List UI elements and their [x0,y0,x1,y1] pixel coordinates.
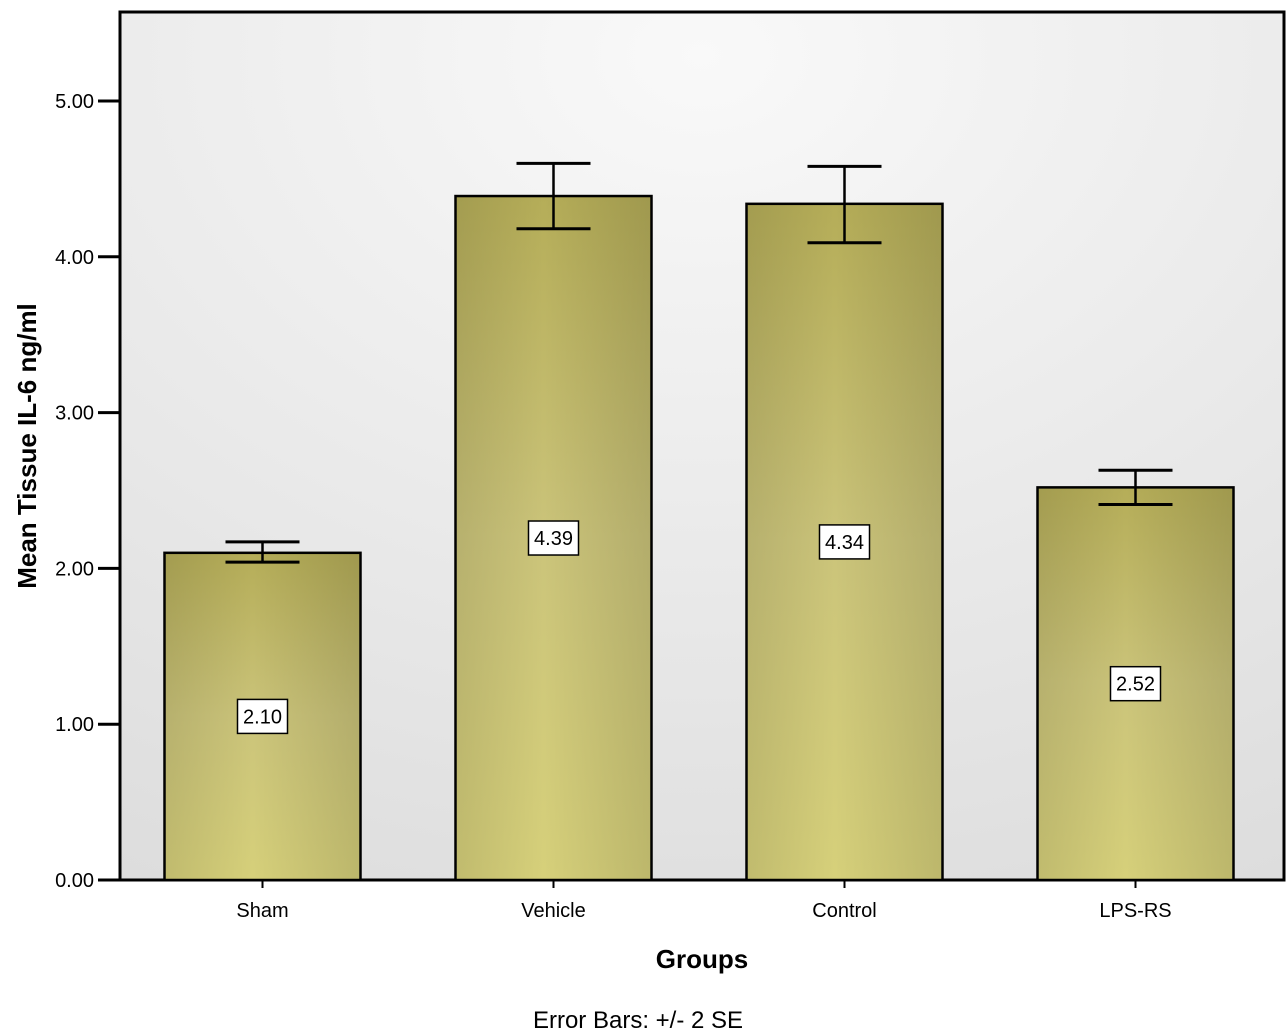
y-tick-label: 3.00 [55,403,94,425]
x-tick-label: Control [812,900,876,922]
data-label: 2.10 [243,706,282,728]
y-tick-label: 1.00 [55,714,94,736]
y-tick-label: 4.00 [55,247,94,269]
x-tick-label: Sham [236,900,288,922]
data-label-box [1109,665,1162,702]
y-axis-title: Mean Tissue IL-6 ng/ml [12,303,42,589]
error-bars-note: Error Bars: +/- 2 SE [533,1007,743,1034]
y-axis: 0.00 1.00 2.00 3.00 4.00 5.00 [55,91,120,892]
x-axis: Sham Vehicle Control LPS-RS [236,880,1172,922]
x-tick-label: LPS-RS [1099,900,1171,922]
y-tick-label: 0.00 [55,870,94,892]
y-tick-label: 2.00 [55,558,94,580]
data-label-box [818,524,871,560]
x-axis-title: Groups [656,944,748,974]
y-tick-label: 5.00 [55,91,94,113]
data-label: 4.39 [534,528,573,550]
data-label-box [236,698,289,735]
data-label-box [527,520,580,556]
bars: 2.10 4.39 4.34 2.52 [163,161,1235,882]
data-label: 4.34 [825,532,864,554]
data-label: 2.52 [1116,674,1155,696]
x-tick-label: Vehicle [521,900,586,922]
